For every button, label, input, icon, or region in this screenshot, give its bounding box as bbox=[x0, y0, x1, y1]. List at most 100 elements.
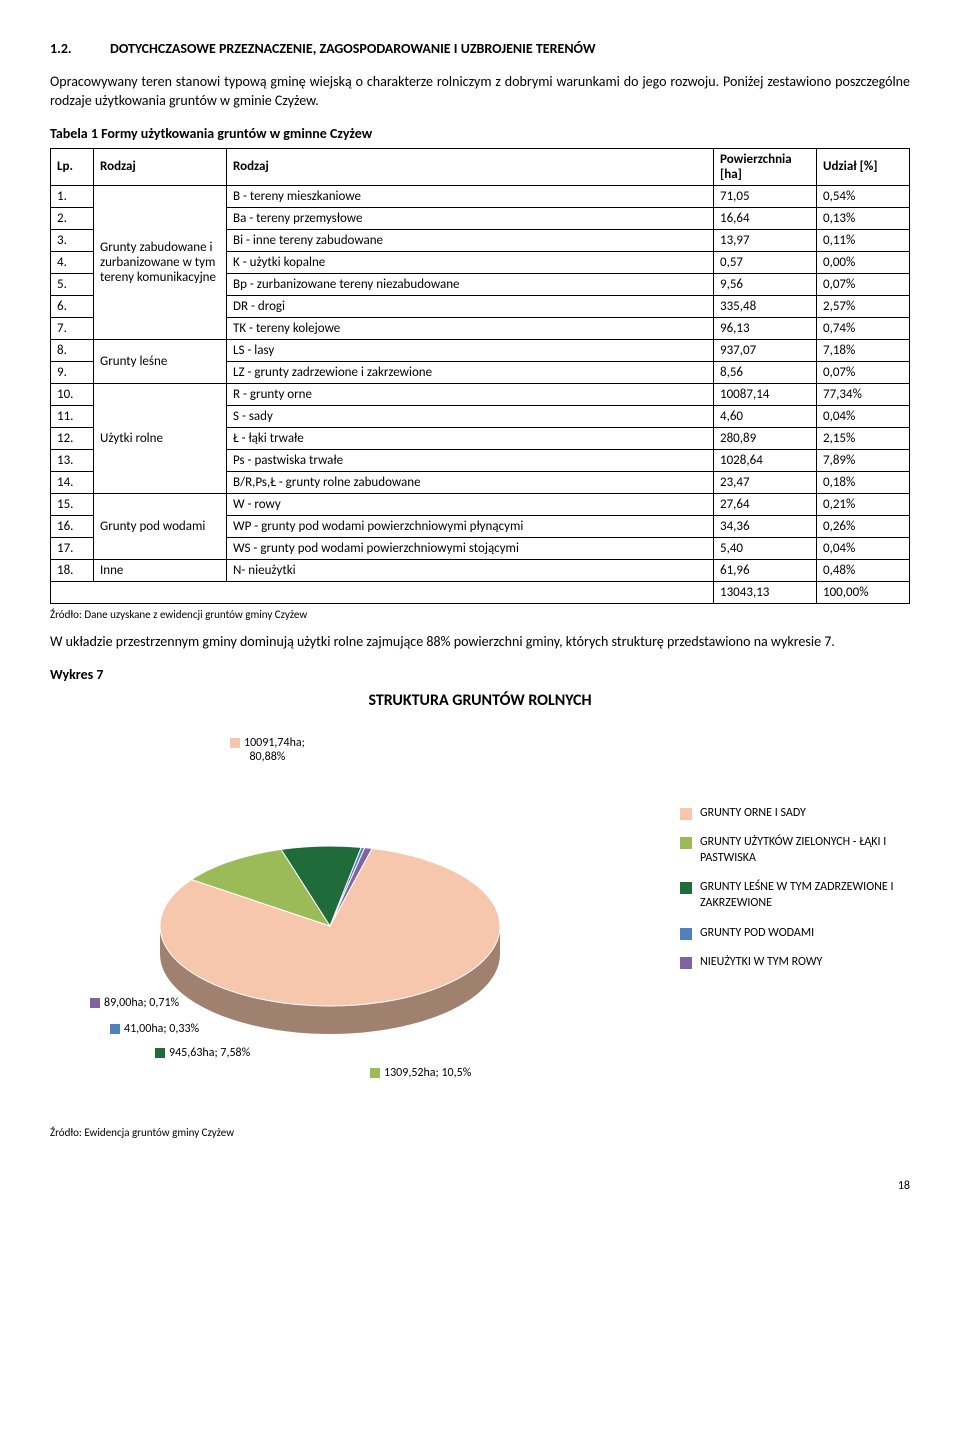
cell-value: 1028,64 bbox=[714, 449, 817, 471]
chart-title: STRUKTURA GRUNTÓW ROLNYCH bbox=[50, 691, 910, 710]
cell-rodzaj: Ł - łąki trwałe bbox=[227, 427, 714, 449]
table-row: 8.Grunty leśneLS - lasy937,077,18% bbox=[51, 339, 910, 361]
table-source: Źródło: Dane uzyskane z ewidencji gruntó… bbox=[50, 608, 910, 621]
table-body: 1.Grunty zabudowane i zurbanizowane w ty… bbox=[51, 185, 910, 603]
chart-legend: GRUNTY ORNE I SADY GRUNTY UŻYTKÓW ZIELONY… bbox=[680, 806, 910, 985]
cell-rodzaj: Bi - inne tereny zabudowane bbox=[227, 229, 714, 251]
table-row: 15.Grunty pod wodamiW - rowy27,640,21% bbox=[51, 493, 910, 515]
land-use-table: Lp. Rodzaj Rodzaj Powierzchnia [ha] Udzi… bbox=[50, 148, 910, 604]
legend-swatch bbox=[680, 928, 692, 940]
cell-value: 9,56 bbox=[714, 273, 817, 295]
legend-swatch bbox=[680, 957, 692, 969]
legend-swatch bbox=[680, 837, 692, 849]
cell-lp: 3. bbox=[51, 229, 94, 251]
cell-pct: 0,48% bbox=[817, 559, 910, 581]
cell-pct: 0,74% bbox=[817, 317, 910, 339]
cell-value: 34,36 bbox=[714, 515, 817, 537]
cell-lp: 14. bbox=[51, 471, 94, 493]
slice-swatch-1 bbox=[370, 1068, 380, 1078]
table-row-total: 13043,13100,00% bbox=[51, 581, 910, 603]
cell-group: Użytki rolne bbox=[94, 383, 227, 493]
cell-lp: 16. bbox=[51, 515, 94, 537]
slice-swatch-0 bbox=[230, 738, 240, 748]
cell-value: 4,60 bbox=[714, 405, 817, 427]
cell-pct: 0,07% bbox=[817, 273, 910, 295]
cell-pct: 0,04% bbox=[817, 405, 910, 427]
cell-value: 71,05 bbox=[714, 185, 817, 207]
cell-value: 61,96 bbox=[714, 559, 817, 581]
slice-text-1: 1309,52ha; 10,5% bbox=[384, 1066, 471, 1080]
section-heading: 1.2. DOTYCHCZASOWE PRZEZNACZENIE, ZAGOSP… bbox=[50, 40, 910, 57]
cell-pct: 0,11% bbox=[817, 229, 910, 251]
slice-swatch-2 bbox=[155, 1048, 165, 1058]
cell-lp: 13. bbox=[51, 449, 94, 471]
cell-lp: 1. bbox=[51, 185, 94, 207]
legend-swatch bbox=[680, 882, 692, 894]
cell-lp: 12. bbox=[51, 427, 94, 449]
cell-value: 13,97 bbox=[714, 229, 817, 251]
cell-lp: 7. bbox=[51, 317, 94, 339]
slice-swatch-4 bbox=[90, 998, 100, 1008]
legend-item: GRUNTY LEŚNE W TYM ZADRZEWIONE I ZAKRZEW… bbox=[680, 880, 910, 911]
cell-value: 5,40 bbox=[714, 537, 817, 559]
cell-group: Grunty leśne bbox=[94, 339, 227, 383]
cell-group: Grunty zabudowane i zurbanizowane w tym … bbox=[94, 185, 227, 339]
cell-rodzaj: Bp - zurbanizowane tereny niezabudowane bbox=[227, 273, 714, 295]
slice-label-2: 945,63ha; 7,58% bbox=[155, 1046, 250, 1060]
cell-rodzaj: K - użytki kopalne bbox=[227, 251, 714, 273]
cell-value: 10087,14 bbox=[714, 383, 817, 405]
cell-value: 27,64 bbox=[714, 493, 817, 515]
slice-swatch-3 bbox=[110, 1024, 120, 1034]
th-rodzaj2: Rodzaj bbox=[227, 148, 714, 185]
cell-pct: 0,07% bbox=[817, 361, 910, 383]
cell-pct: 0,54% bbox=[817, 185, 910, 207]
cell-pct: 2,57% bbox=[817, 295, 910, 317]
cell-group: Inne bbox=[94, 559, 227, 581]
cell-value: 335,48 bbox=[714, 295, 817, 317]
cell-total-blank bbox=[51, 581, 714, 603]
legend-text: GRUNTY LEŚNE W TYM ZADRZEWIONE I ZAKRZEW… bbox=[700, 880, 910, 911]
cell-pct: 77,34% bbox=[817, 383, 910, 405]
cell-value: 16,64 bbox=[714, 207, 817, 229]
cell-rodzaj: S - sady bbox=[227, 405, 714, 427]
slice-label-1: 1309,52ha; 10,5% bbox=[370, 1066, 471, 1080]
th-lp: Lp. bbox=[51, 148, 94, 185]
pie-chart: 10091,74ha; 80,88% 1309,52ha; 10,5% 945,… bbox=[50, 726, 910, 1106]
slice-text-2: 945,63ha; 7,58% bbox=[169, 1046, 250, 1060]
th-pow: Powierzchnia [ha] bbox=[714, 148, 817, 185]
section-title: DOTYCHCZASOWE PRZEZNACZENIE, ZAGOSPODARO… bbox=[110, 40, 596, 57]
legend-text: GRUNTY POD WODAMI bbox=[700, 926, 814, 942]
legend-item: GRUNTY ORNE I SADY bbox=[680, 806, 910, 822]
pie-svg bbox=[50, 726, 650, 1106]
cell-lp: 10. bbox=[51, 383, 94, 405]
cell-value: 937,07 bbox=[714, 339, 817, 361]
chart-source: Źródło: Ewidencja gruntów gminy Czyżew bbox=[50, 1126, 910, 1139]
cell-total-value: 13043,13 bbox=[714, 581, 817, 603]
cell-rodzaj: Ps - pastwiska trwałe bbox=[227, 449, 714, 471]
cell-rodzaj: TK - tereny kolejowe bbox=[227, 317, 714, 339]
cell-lp: 11. bbox=[51, 405, 94, 427]
section-number: 1.2. bbox=[50, 40, 110, 57]
cell-lp: 17. bbox=[51, 537, 94, 559]
cell-pct: 7,89% bbox=[817, 449, 910, 471]
cell-value: 0,57 bbox=[714, 251, 817, 273]
cell-pct: 0,26% bbox=[817, 515, 910, 537]
paragraph-intro: Opracowywany teren stanowi typową gminę … bbox=[50, 73, 910, 111]
cell-rodzaj: LZ - grunty zadrzewione i zakrzewione bbox=[227, 361, 714, 383]
legend-text: GRUNTY UŻYTKÓW ZIELONYCH - ŁĄKI I PASTWI… bbox=[700, 835, 910, 866]
cell-lp: 18. bbox=[51, 559, 94, 581]
cell-lp: 2. bbox=[51, 207, 94, 229]
cell-rodzaj: W - rowy bbox=[227, 493, 714, 515]
table-caption: Tabela 1 Formy użytkowania gruntów w gmi… bbox=[50, 125, 910, 142]
cell-rodzaj: B - tereny mieszkaniowe bbox=[227, 185, 714, 207]
paragraph-post-table: W układzie przestrzennym gminy dominują … bbox=[50, 633, 910, 652]
cell-value: 23,47 bbox=[714, 471, 817, 493]
th-rodzaj1: Rodzaj bbox=[94, 148, 227, 185]
cell-pct: 0,04% bbox=[817, 537, 910, 559]
legend-text: GRUNTY ORNE I SADY bbox=[700, 806, 806, 822]
legend-item: GRUNTY UŻYTKÓW ZIELONYCH - ŁĄKI I PASTWI… bbox=[680, 835, 910, 866]
cell-rodzaj: LS - lasy bbox=[227, 339, 714, 361]
legend-text: NIEUŻYTKI W TYM ROWY bbox=[700, 955, 822, 971]
th-udzial: Udział [%] bbox=[817, 148, 910, 185]
cell-pct: 0,18% bbox=[817, 471, 910, 493]
